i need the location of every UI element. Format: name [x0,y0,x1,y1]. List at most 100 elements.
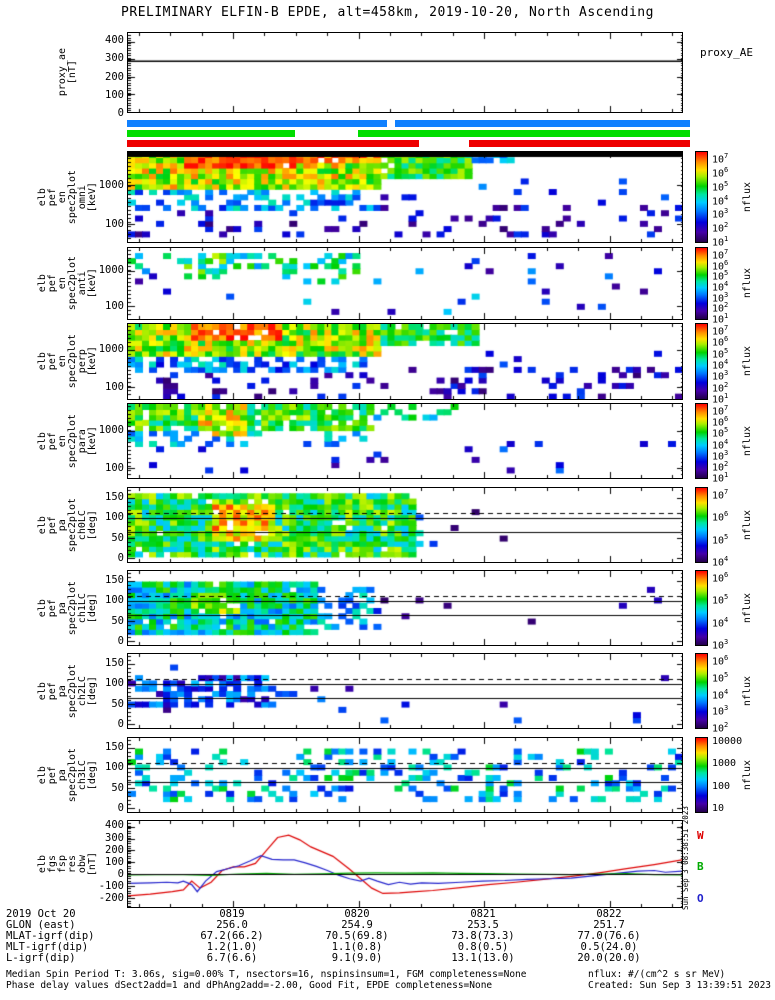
ephemeris-value: 67.2(66.2) [200,930,264,942]
nflux-label: nflux [741,403,755,479]
colorbar-tick-label: 106 [712,258,729,272]
colorbar-tick-label: 103 [712,448,729,462]
colorbar-tick-label: 107 [712,324,729,338]
spectrogram-canvas-pa-ch0LC [128,488,682,562]
ytick-label: 200 [105,70,124,83]
ytick-label: 100 [105,461,124,474]
ytick-label: 1000 [98,423,124,436]
ephemeris-value: 20.0(20.0) [577,952,641,964]
colorbar-tick-label: 101 [712,312,729,326]
panel-label-text: elb pef pa spec2plot ch0LC [deg] [37,497,98,553]
colorbar-tick-label: 101 [712,392,729,406]
nflux-label: nflux [741,151,755,243]
colorbar-tick-label: 101 [712,471,729,485]
ytick-label: 100 [105,761,124,774]
colorbar-en-perp [695,323,708,400]
colorbar-tick-label: 10000 [712,736,743,747]
panel-label-text: elb pef pa spec2plot ch1LC [deg] [37,580,98,636]
footer-line-2: Phase delay values dSect2add=1 and dPhAn… [6,980,493,991]
ytick-label: 0 [117,635,124,648]
nflux-label-text: nflux [742,268,753,299]
ytick-label: 50 [111,614,124,627]
ytick-label: 0 [117,106,124,119]
colorbar-tick-label: 103 [712,207,729,221]
ytick-label: 150 [105,656,124,669]
panel-frame-en-anti [127,247,683,320]
ytick-label: 0 [117,867,124,880]
spectrogram-canvas-en-anti [128,248,682,319]
colorbar-tick-label: 105 [712,670,729,685]
proxy-ae-right-label: proxy_AE [700,46,753,59]
colorbar-pa-ch1LC [695,570,708,646]
panel-frame-pa-ch0LC [127,487,683,563]
colorbar-pa-ch3LC [695,737,708,813]
colorbar-tick-label: 103 [712,369,729,383]
nflux-label-text: nflux [742,425,753,457]
colorbar-tick-label: 102 [712,380,729,394]
nflux-label-text: nflux [742,759,753,791]
legend-w: W [697,828,704,842]
panel-label-text: elb pef en spec2plot para [keV] [37,413,98,469]
ephemeris-value: 0.8(0.5) [457,941,509,953]
time-tick-label: 0822 [596,908,622,920]
colorbar-tick-label: 104 [712,555,729,569]
ytick-label: 1000 [98,178,124,191]
colorbar-tick-label: 107 [712,488,729,502]
spectrogram-canvas-pa-ch1LC [128,571,682,645]
nflux-label-text: nflux [742,181,753,213]
spectrogram-canvas-en-omni [128,152,682,242]
ephemeris-row-label: MLAT-igrf(dip) [6,930,95,942]
colorbar-en-anti [695,247,708,320]
colorbar-tick-label: 104 [712,687,729,701]
ephemeris-value: 256.0 [216,919,248,931]
panel-frame-fgs-obw [127,820,683,908]
colorbar-tick-label: 1000 [712,758,737,770]
nflux-label-text: nflux [742,592,753,624]
nflux-label: nflux [741,653,755,729]
ephemeris-value: 77.0(76.6) [577,930,641,942]
ytick-label: 100 [105,855,124,868]
ytick-label: 400 [105,34,124,47]
ephemeris-value: 251.7 [593,919,625,931]
time-tick-label: 0819 [219,908,245,920]
colorbar-tick-label: 102 [712,721,729,735]
spectrogram-canvas-en-perp [128,324,682,399]
ytick-label: 150 [105,490,124,503]
footer-line-1: Median Spin Period T: 3.06s, sig=0.00% T… [6,969,527,980]
colorbar-tick-label: 104 [712,280,729,294]
colorbar-tick-label: 103 [712,638,729,652]
ytick-label: 100 [105,218,124,231]
nflux-label: nflux [741,323,755,400]
nflux-label-text: nflux [742,346,753,377]
lineplot-canvas-fgs-obw [128,821,682,907]
legend-o: O [697,892,704,906]
ytick-label: -200 [98,891,124,904]
colorbar-tick-label: 106 [712,510,729,524]
ytick-label: 400 [105,819,124,832]
panel-frame-proxy-ae [127,32,683,113]
ytick-label: 50 [111,531,124,544]
panel-frame-en-omni [127,151,683,243]
plot-title: PRELIMINARY ELFIN-B EPDE, alt=458km, 201… [121,5,654,20]
colorbar-tick-label: 105 [712,593,729,607]
ytick-label: 150 [105,573,124,586]
ytick-label: 200 [105,843,124,856]
ytick-label: 50 [111,697,124,710]
flag-bar-red [127,140,419,147]
flag-bar-blue [127,120,388,127]
ephemeris-value: 13.1(13.0) [451,952,515,964]
ytick-label: -100 [98,879,124,892]
ytick-label: 100 [105,88,124,101]
colorbar-pa-ch0LC [695,487,708,563]
panel-frame-en-para [127,403,683,479]
colorbar-tick-label: 106 [712,571,729,585]
ytick-label: 0 [117,552,124,565]
ytick-label: 100 [105,300,124,313]
colorbar-en-para [695,403,708,479]
colorbar-tick-label: 105 [712,426,729,440]
ephemeris-value: 1.1(0.8) [331,941,383,953]
colorbar-tick-label: 106 [712,654,729,668]
nflux-label: nflux [741,487,755,563]
colorbar-tick-label: 103 [712,290,729,304]
ytick-label: 0 [117,718,124,731]
